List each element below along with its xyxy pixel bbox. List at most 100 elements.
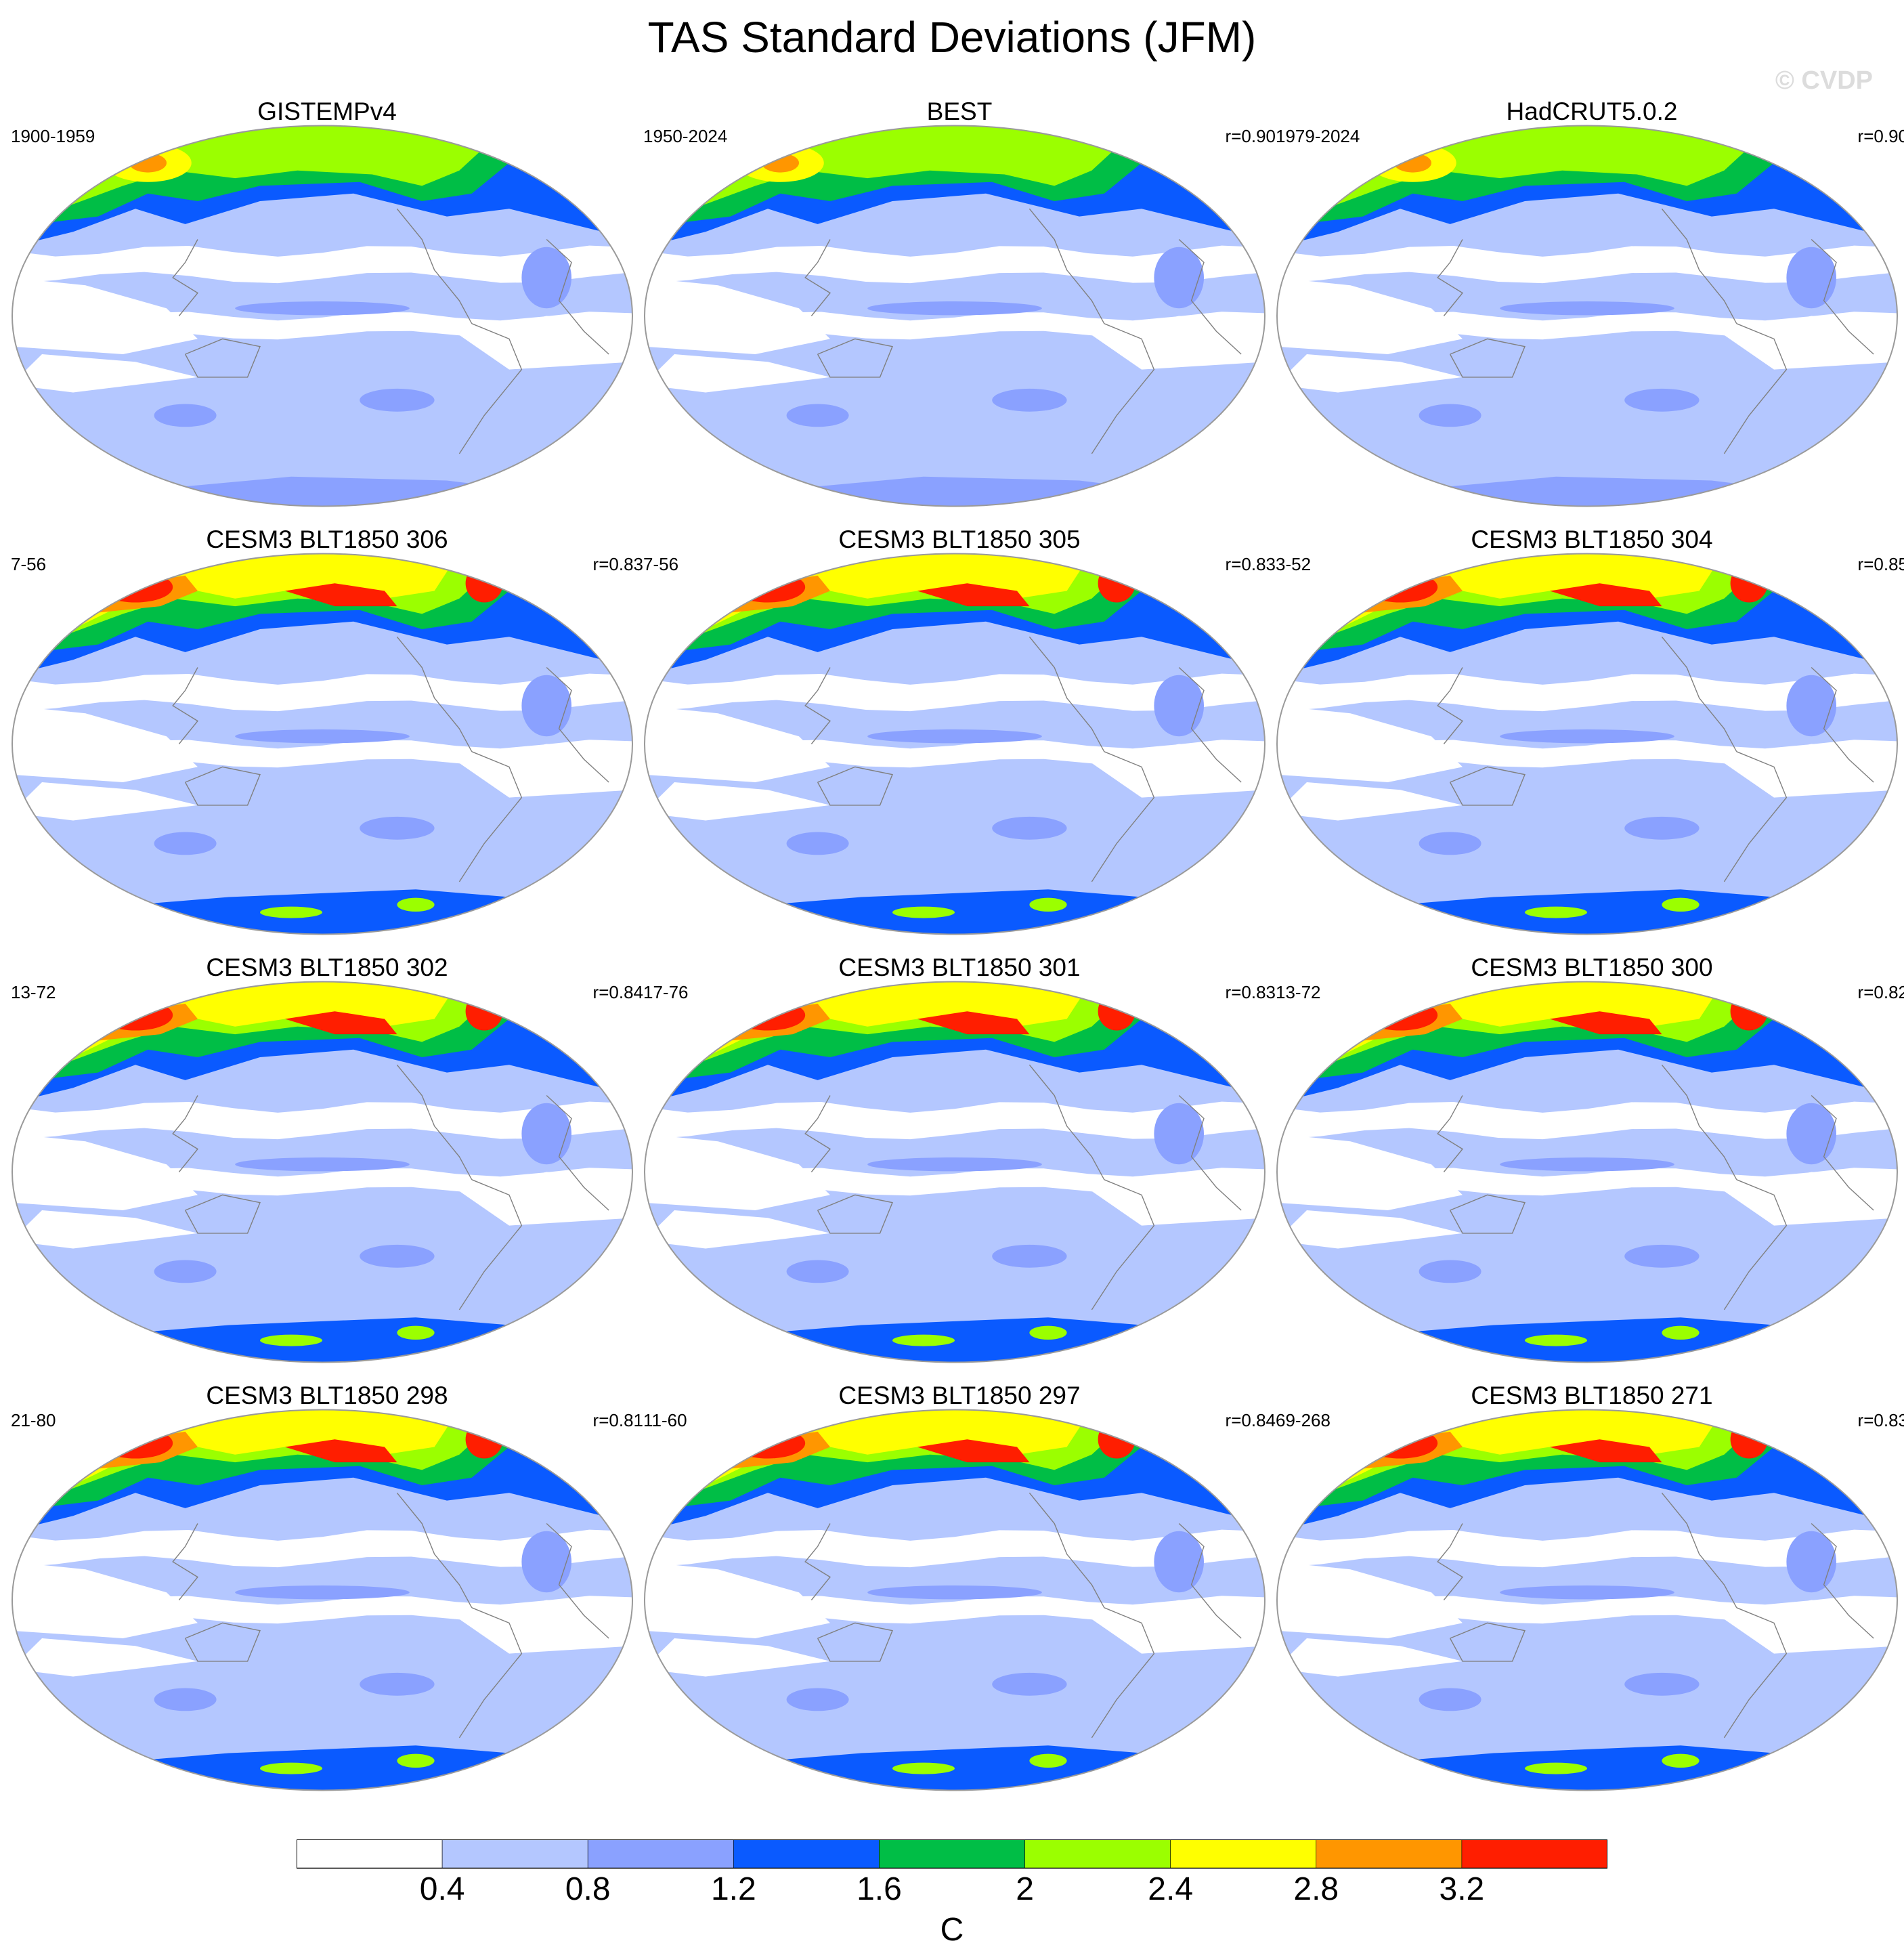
panel-years: 1979-2024	[1276, 126, 1360, 146]
low-variance-band	[12, 1101, 632, 1140]
high-var-patch	[1098, 992, 1135, 1031]
colorbar-units: C	[940, 1912, 964, 1948]
robinson-map	[644, 553, 1265, 935]
coastlines	[172, 1064, 609, 1311]
coastlines	[1437, 208, 1874, 454]
low-variance-region	[1091, 1172, 1265, 1226]
variance-patch	[786, 1688, 849, 1711]
variance-patch	[1419, 1688, 1481, 1711]
high-var-patch	[1549, 583, 1662, 607]
low-variance-region	[1277, 1134, 1463, 1210]
coastline	[817, 1194, 893, 1234]
high-var-patch	[465, 1420, 503, 1459]
map-outline	[644, 553, 1265, 935]
coastlines	[1437, 636, 1874, 882]
enso-region	[1500, 729, 1674, 744]
antarctic-patch	[892, 906, 955, 918]
coastline	[458, 1179, 523, 1311]
coastline	[396, 636, 473, 752]
map-outline	[12, 125, 633, 507]
low-variance-region	[645, 706, 830, 782]
low-variance-band	[1277, 1529, 1897, 1568]
variance-patch	[1624, 1244, 1700, 1268]
robinson-map	[644, 125, 1265, 507]
antarctic-patch	[397, 897, 435, 912]
antarctic-patch	[397, 1753, 435, 1768]
coastline	[1091, 751, 1155, 882]
low-variance-region	[645, 782, 830, 821]
coastlines	[172, 1492, 609, 1739]
low-variance-region	[12, 1210, 198, 1249]
variance-patch	[154, 1688, 217, 1711]
robinson-map	[1276, 125, 1898, 507]
map-panel: CESM3 BLT1850 301 17-76 r=0.83	[643, 954, 1276, 1387]
map-outline	[12, 553, 633, 935]
coastline	[1811, 1094, 1874, 1211]
antarctic-patch	[892, 1334, 955, 1346]
high-var-patch	[129, 153, 167, 173]
variance-patch	[154, 404, 217, 427]
panel-years: 7-56	[643, 554, 679, 574]
panel-title: CESM3 BLT1850 301	[838, 954, 1081, 981]
coastline	[184, 1622, 261, 1662]
low-variance-band	[1277, 673, 1897, 712]
low-variance-region	[1277, 354, 1463, 393]
map-panel: CESM3 BLT1850 302 13-72 r=0.84	[11, 954, 643, 1387]
coastline	[546, 1522, 609, 1639]
map-field	[1277, 553, 1897, 935]
low-variance-region	[1724, 1600, 1897, 1654]
variance-patch	[521, 247, 571, 309]
robinson-map	[644, 1409, 1265, 1791]
low-variance-region	[12, 1134, 198, 1210]
variance-patch	[1786, 1531, 1836, 1593]
low-variance-region	[12, 278, 198, 354]
colorbar-swatch	[1024, 1839, 1171, 1869]
coastline	[1449, 1194, 1526, 1234]
high-var-patch	[917, 1439, 1030, 1463]
high-var-patch	[284, 1011, 397, 1035]
low-variance-region	[1277, 278, 1463, 354]
map-field	[12, 1409, 632, 1791]
panel-years: 7-56	[11, 554, 47, 574]
low-variance-region	[1091, 1600, 1265, 1654]
low-variance-region	[459, 744, 632, 798]
variance-patch	[360, 388, 435, 412]
coastlines	[1437, 1492, 1874, 1739]
coastline	[546, 238, 609, 355]
panel-pattern-correlation: r=0.83	[592, 554, 643, 574]
panel-pattern-correlation: r=0.83	[1857, 1410, 1904, 1430]
colorbar-frame	[297, 1839, 1607, 1869]
enso-region	[1500, 301, 1674, 316]
low-variance-band	[645, 1101, 1265, 1140]
map-panel: HadCRUT5.0.2 1979-2024 r=0.90	[1276, 98, 1904, 531]
low-variance-region	[12, 1562, 198, 1638]
low-variance-band	[1277, 245, 1897, 284]
coastline	[804, 1095, 831, 1172]
low-variance-band	[1277, 1101, 1897, 1140]
panel-title: CESM3 BLT1850 298	[206, 1382, 448, 1409]
coastline	[1661, 208, 1737, 324]
coastline	[1029, 208, 1105, 324]
robinson-map	[12, 1409, 633, 1791]
low-variance-region	[645, 278, 830, 354]
variance-patch	[521, 675, 571, 737]
panel-pattern-correlation: r=0.84	[1225, 1410, 1276, 1430]
coastline	[1449, 338, 1526, 378]
high-var-patch	[1549, 1439, 1662, 1463]
colorbar-swatch	[297, 1839, 443, 1869]
panel-pattern-correlation: r=0.82	[1857, 982, 1904, 1002]
coastline	[1029, 636, 1105, 752]
antarctic-patch	[260, 1334, 322, 1346]
low-variance-band	[12, 245, 632, 284]
coastline	[1449, 766, 1526, 806]
coastline	[1811, 238, 1874, 355]
map-outline	[12, 981, 633, 1363]
panel-pattern-correlation: r=0.90	[1225, 126, 1276, 146]
antarctic-patch	[260, 906, 322, 918]
variance-patch	[786, 832, 849, 855]
coastlines	[172, 636, 609, 882]
map-outline	[1276, 553, 1898, 935]
panel-title: CESM3 BLT1850 306	[206, 526, 448, 553]
panel-pattern-correlation: r=0.83	[1225, 554, 1276, 574]
coastline	[396, 1492, 473, 1609]
